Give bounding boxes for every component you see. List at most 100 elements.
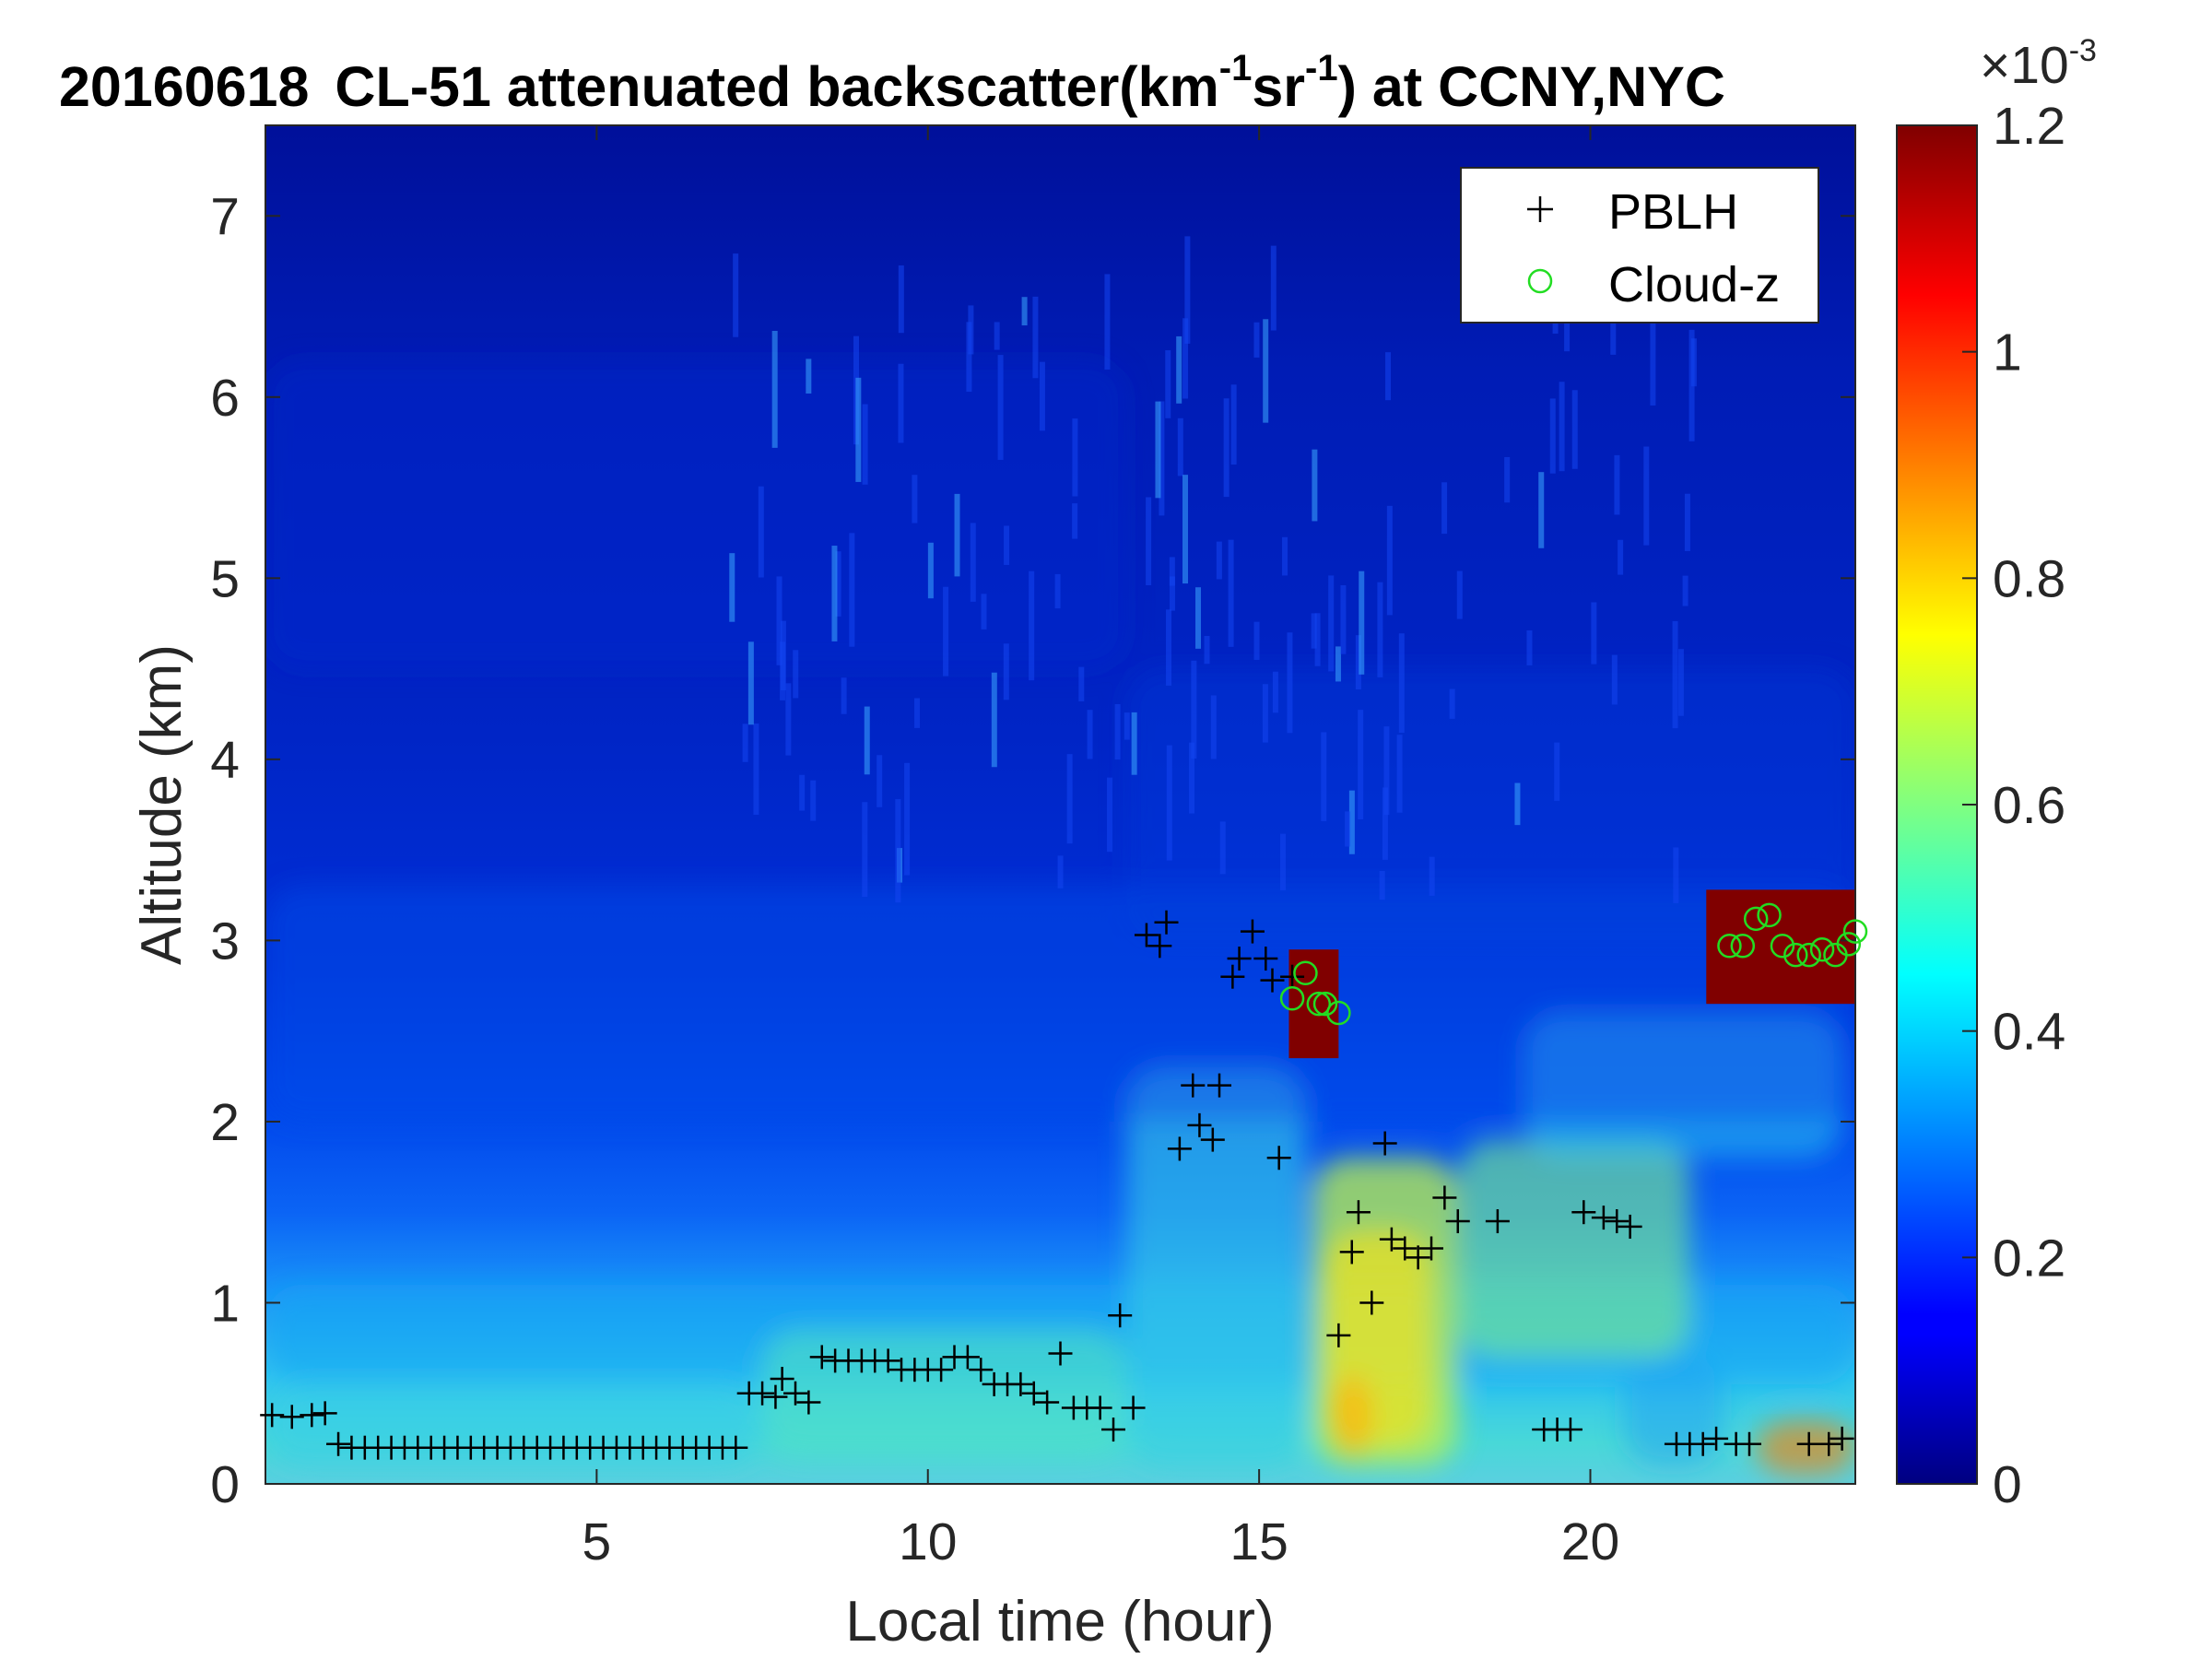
heat-streak [997, 355, 1004, 460]
pblh-marker [1253, 947, 1278, 971]
pblh-marker [1121, 1395, 1146, 1420]
heatmap-plot-area [265, 125, 1855, 1484]
heat-streak [1078, 666, 1085, 701]
heat-streak [1204, 635, 1210, 665]
pblh-marker [1339, 1240, 1364, 1265]
pblh-marker [1591, 1206, 1616, 1230]
heat-streak [1146, 497, 1152, 585]
heat-streak [1210, 695, 1217, 759]
heat-streak [1191, 660, 1197, 759]
x-tick-label: 5 [582, 1512, 612, 1571]
cloud-z-marker [1757, 902, 1782, 928]
heat-streak [1398, 633, 1405, 734]
heat-streak [970, 523, 976, 602]
pblh-marker [1200, 1127, 1225, 1152]
cloud-z-marker [1279, 986, 1305, 1011]
heat-streak [1189, 742, 1195, 814]
heat-streak [1072, 503, 1078, 539]
heat-streak [799, 774, 806, 811]
legend-entry-cloud-z: Cloud-z [1527, 257, 1780, 312]
heat-streak [1311, 613, 1317, 649]
heat-streak [1054, 573, 1061, 609]
cloud-z-marker [1326, 1000, 1351, 1026]
heat-streak [1314, 613, 1321, 666]
heat-streak [810, 780, 817, 821]
heat-streak [1032, 296, 1039, 379]
heat-streak [877, 755, 883, 807]
heat-streak [927, 542, 934, 599]
heat-streak [1385, 352, 1392, 401]
pblh-marker [1419, 1236, 1443, 1261]
heat-streak [1106, 777, 1112, 853]
pblh-marker [969, 1358, 994, 1382]
x-axis: 5 10 15 20 [582, 125, 1619, 1571]
heat-streak [855, 377, 862, 482]
heat-streak [729, 553, 735, 622]
heat-streak [793, 650, 799, 699]
colorbar-tick-label: 1 [1993, 324, 2022, 382]
heat-region [1457, 1139, 1690, 1358]
heat-streak [1087, 710, 1093, 759]
cloud-z-marker [1809, 936, 1835, 962]
y-tick-label: 3 [210, 912, 240, 971]
pblh-marker [1432, 1185, 1457, 1210]
pblh-marker [1406, 1245, 1430, 1270]
pblh-marker [1088, 1395, 1112, 1420]
heat-streak [1382, 787, 1388, 860]
heat-streak [1262, 684, 1268, 743]
pblh-marker [1008, 1371, 1033, 1396]
heat-streak [898, 363, 904, 443]
heat-streak [898, 265, 904, 334]
heat-streak [912, 475, 918, 524]
heat-region [265, 360, 1127, 669]
pblh-marker [326, 1431, 351, 1456]
pblh-marker [955, 1345, 980, 1370]
heat-streak [1611, 654, 1618, 705]
cloud-z-marker [1796, 942, 1821, 968]
heat-streak [1253, 621, 1260, 660]
heat-streak [1166, 745, 1172, 861]
heat-streak [1312, 449, 1318, 522]
heat-streak [1538, 472, 1545, 548]
heat-streak [1066, 754, 1073, 844]
heat-streak [1272, 671, 1278, 713]
pblh-marker [783, 1381, 807, 1406]
y-tick-label: 5 [210, 549, 240, 608]
heat-streak [1549, 398, 1556, 474]
pblh-marker [1618, 1214, 1642, 1239]
pblh-marker [1147, 934, 1172, 959]
heat-streak [1514, 782, 1521, 826]
cloud-z-marker [1730, 934, 1756, 959]
heat-streak [1449, 688, 1455, 719]
heat-streak [1072, 418, 1078, 497]
heat-streak [1287, 632, 1293, 734]
heat-streak [994, 322, 1000, 350]
heat-streak [1270, 245, 1277, 331]
heat-streak [1279, 833, 1286, 890]
heat-streak [1155, 401, 1161, 499]
heat-streak [1559, 382, 1565, 472]
heat-streak [1182, 318, 1189, 399]
heat-streak [862, 404, 868, 485]
heat-streak [1176, 335, 1182, 404]
heat-streak [1321, 732, 1327, 821]
heat-region [1623, 1357, 1724, 1466]
pblh-marker [876, 1348, 900, 1373]
heat-region [1126, 1066, 1306, 1466]
colorbar-tick-label: 0.2 [1993, 1229, 2065, 1288]
pblh-marker [1359, 1290, 1384, 1315]
pblh-marker [260, 1403, 285, 1428]
heat-streak [914, 698, 921, 728]
heat-streak [1169, 557, 1175, 586]
y-tick-label: 1 [210, 1274, 240, 1333]
heat-streak [1456, 571, 1463, 619]
heat-streak [1223, 398, 1230, 498]
heat-streak [1396, 735, 1403, 813]
pblh-marker [300, 1403, 324, 1428]
heat-streak [1684, 493, 1690, 551]
heat-streak [1216, 541, 1222, 580]
colorbar-tick-label: 0.4 [1993, 1003, 2065, 1062]
colorbar-exponent: ×10-3 [1980, 33, 2097, 95]
pblh-marker [796, 1390, 821, 1415]
legend-entry-pblh: PBLH [1527, 184, 1738, 240]
